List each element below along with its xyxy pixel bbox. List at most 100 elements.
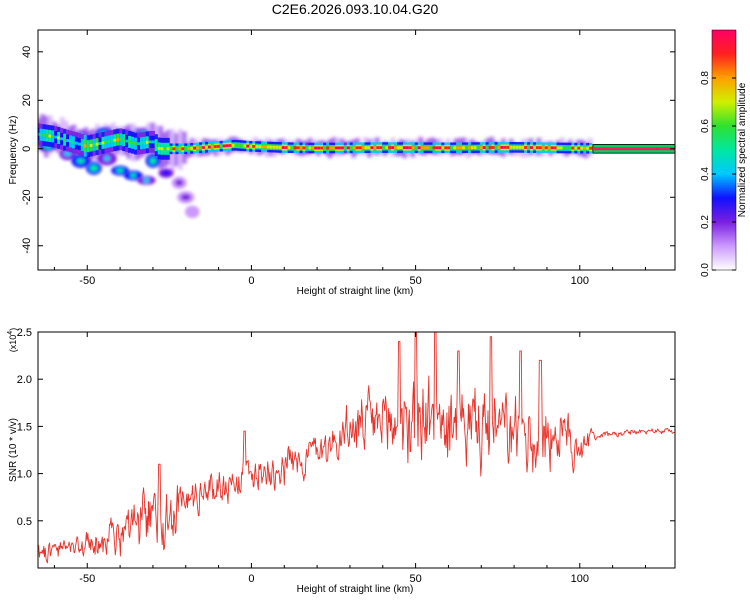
- ridge-core-cell: [473, 146, 478, 150]
- ridge-core-cell: [527, 146, 531, 149]
- ridge-core-cell: [323, 146, 327, 150]
- ridge-core-cell: [145, 140, 150, 144]
- ridge-core-cell: [264, 145, 268, 149]
- ridge-core-cell: [583, 146, 587, 150]
- ridge-core-cell: [379, 146, 383, 150]
- ridge-core-cell: [154, 143, 158, 147]
- ridge-core-cell: [405, 146, 410, 150]
- snr-multiplier-base: (x10: [8, 335, 18, 353]
- ridge-core-cell: [249, 144, 253, 148]
- ridge-core-cell: [63, 138, 67, 142]
- ridge-core-cell: [287, 146, 291, 150]
- spectral-blob: [123, 170, 143, 181]
- ridge-core-cell: [237, 143, 241, 147]
- spectral-blob: [137, 175, 156, 185]
- ridge-core-cell: [116, 138, 120, 142]
- ridge-core-cell: [414, 146, 418, 150]
- ridge-core-cell: [485, 146, 489, 149]
- ridge-core-cell: [402, 146, 407, 150]
- spectrogram-panel: -50 0 50 100 -40 -20 0 20 40 Height of straight …: [8, 29, 676, 297]
- y-tick-label: 1.0: [17, 469, 32, 481]
- ridge-core-cell: [258, 145, 262, 149]
- ridge-core-cell: [293, 146, 297, 150]
- ridge-core-cell: [110, 139, 114, 143]
- ridge-core-cell: [169, 147, 173, 151]
- ridge-core-cell: [38, 132, 40, 136]
- ridge-core-cell: [80, 143, 85, 147]
- ridge-core-cell: [562, 146, 566, 150]
- ridge-core-cell: [467, 146, 472, 150]
- snr-frame: [37, 331, 676, 569]
- ridge-core-cell: [252, 144, 256, 148]
- ridge-core-cell: [361, 146, 365, 150]
- spectral-blob-core: [89, 164, 98, 172]
- ridge-core-cell: [506, 145, 510, 149]
- ridge-core-cell: [201, 146, 206, 149]
- ridge-core-cell: [101, 141, 105, 145]
- ridge-core-cell: [397, 146, 401, 150]
- ridge-core-cell: [204, 145, 209, 149]
- spectral-blob: [171, 176, 187, 189]
- ridge-core-cell: [544, 146, 548, 150]
- ridge-core-cell: [370, 146, 374, 150]
- snr-panel: -50 0 50 100 0.5 1.0 1.5 2.0 2.5 Height of strai…: [7, 327, 676, 595]
- ridge-core-cell: [305, 146, 309, 150]
- ridge-core-cell: [388, 146, 392, 150]
- ridge-core-cell: [157, 146, 161, 150]
- ridge-core-cell: [51, 134, 55, 138]
- ridge-core-cell: [139, 141, 144, 145]
- ridge-core-cell: [54, 135, 58, 139]
- ridge-core-cell: [193, 146, 197, 150]
- ridge-core-cell: [571, 146, 575, 150]
- ridge-core-cell: [196, 146, 200, 150]
- spectrogram-ylabel: Frequency (Hz): [8, 116, 19, 185]
- colorbar-tick-label: 0.4: [700, 167, 711, 181]
- ridge-core-cell: [278, 145, 283, 149]
- ridge-core-cell: [213, 145, 218, 149]
- ridge-core-cell: [515, 145, 519, 149]
- ridge-core-cell: [426, 146, 430, 150]
- ridge-core-cell: [429, 146, 433, 150]
- ridge-core-cell: [225, 144, 229, 148]
- ridge-core-cell: [408, 146, 413, 150]
- y-tick-label: 1.5: [17, 421, 32, 433]
- ridge-core-cell: [556, 146, 560, 150]
- ridge-core-cell: [240, 144, 244, 148]
- ridge-core-cell: [509, 145, 513, 149]
- ridge-core-cell: [308, 146, 312, 150]
- colorbar-tick-label: 0.6: [700, 119, 711, 133]
- ridge-core-cell: [373, 146, 377, 150]
- ridge-core-cell: [444, 146, 448, 150]
- ridge-core-cell: [77, 142, 82, 146]
- x-tick-label: 0: [248, 275, 254, 287]
- spectral-blob-core: [63, 151, 72, 157]
- snr-multiplier-exp: 4: [7, 331, 14, 335]
- ridge-core-cell: [151, 140, 155, 144]
- ridge-core-cell: [530, 146, 534, 150]
- ridge-core-cell: [518, 145, 522, 149]
- ridge-core-cell: [376, 146, 380, 150]
- ridge-core-cell: [334, 146, 339, 150]
- ridge-core-cell: [175, 147, 179, 151]
- ridge-core-cell: [364, 146, 368, 150]
- snr-multiplier-close: ): [8, 328, 18, 331]
- ridge-core-cell: [550, 146, 554, 150]
- ridge-core-cell: [210, 145, 215, 149]
- spectrogram-xlabel: Height of straight line (km): [297, 286, 414, 297]
- ridge-core-cell: [547, 146, 551, 150]
- spectral-blob: [86, 161, 102, 175]
- colorbar-tick-label: 0.2: [700, 215, 711, 229]
- ridge-core-cell: [503, 145, 507, 149]
- ridge-core-cell: [71, 140, 76, 144]
- ridge-core-cell: [128, 140, 132, 144]
- ridge-core-cell: [66, 139, 70, 142]
- ridge-core-cell: [586, 146, 590, 150]
- ridge-core-cell: [456, 146, 460, 150]
- ridge-core-cell: [272, 145, 277, 149]
- colorbar-label: Normalized spectral amplitude: [737, 82, 748, 217]
- ridge-core-cell: [228, 144, 232, 147]
- x-tick-label: 50: [409, 275, 421, 287]
- ridge-core-cell: [568, 146, 572, 150]
